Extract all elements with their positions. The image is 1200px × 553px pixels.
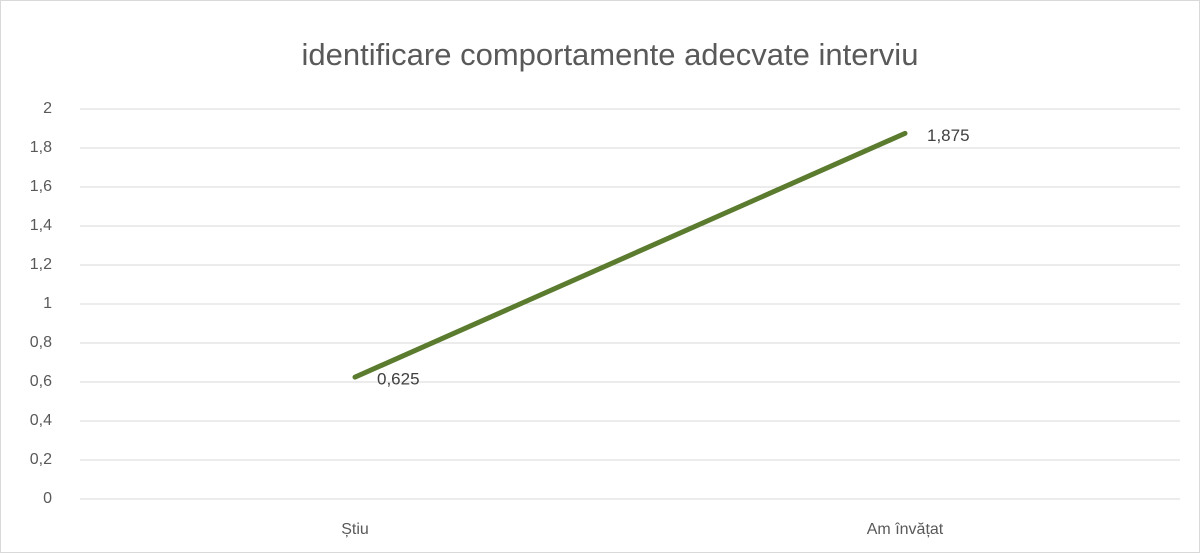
- data-label: 0,625: [377, 370, 420, 389]
- y-tick-label: 0: [43, 490, 52, 507]
- y-tick-label: 0,2: [30, 451, 52, 468]
- y-tick-label: 1,8: [30, 139, 52, 156]
- y-tick-label: 1: [43, 295, 52, 312]
- y-tick-label: 2: [43, 100, 52, 117]
- y-tick-label: 0,4: [30, 412, 52, 429]
- data-line: [352, 130, 908, 380]
- y-tick-label: 0,6: [30, 373, 52, 390]
- y-tick-label: 1,4: [30, 217, 52, 234]
- chart-title: identificare comportamente adecvate inte…: [302, 37, 919, 72]
- data-label: 1,875: [927, 126, 970, 145]
- y-tick-label: 1,2: [30, 256, 52, 273]
- y-tick-label: 0,8: [30, 334, 52, 351]
- x-tick-label: Am învățat: [867, 521, 944, 538]
- y-tick-label: 1,6: [30, 178, 52, 195]
- x-tick-label: Știu: [341, 521, 369, 538]
